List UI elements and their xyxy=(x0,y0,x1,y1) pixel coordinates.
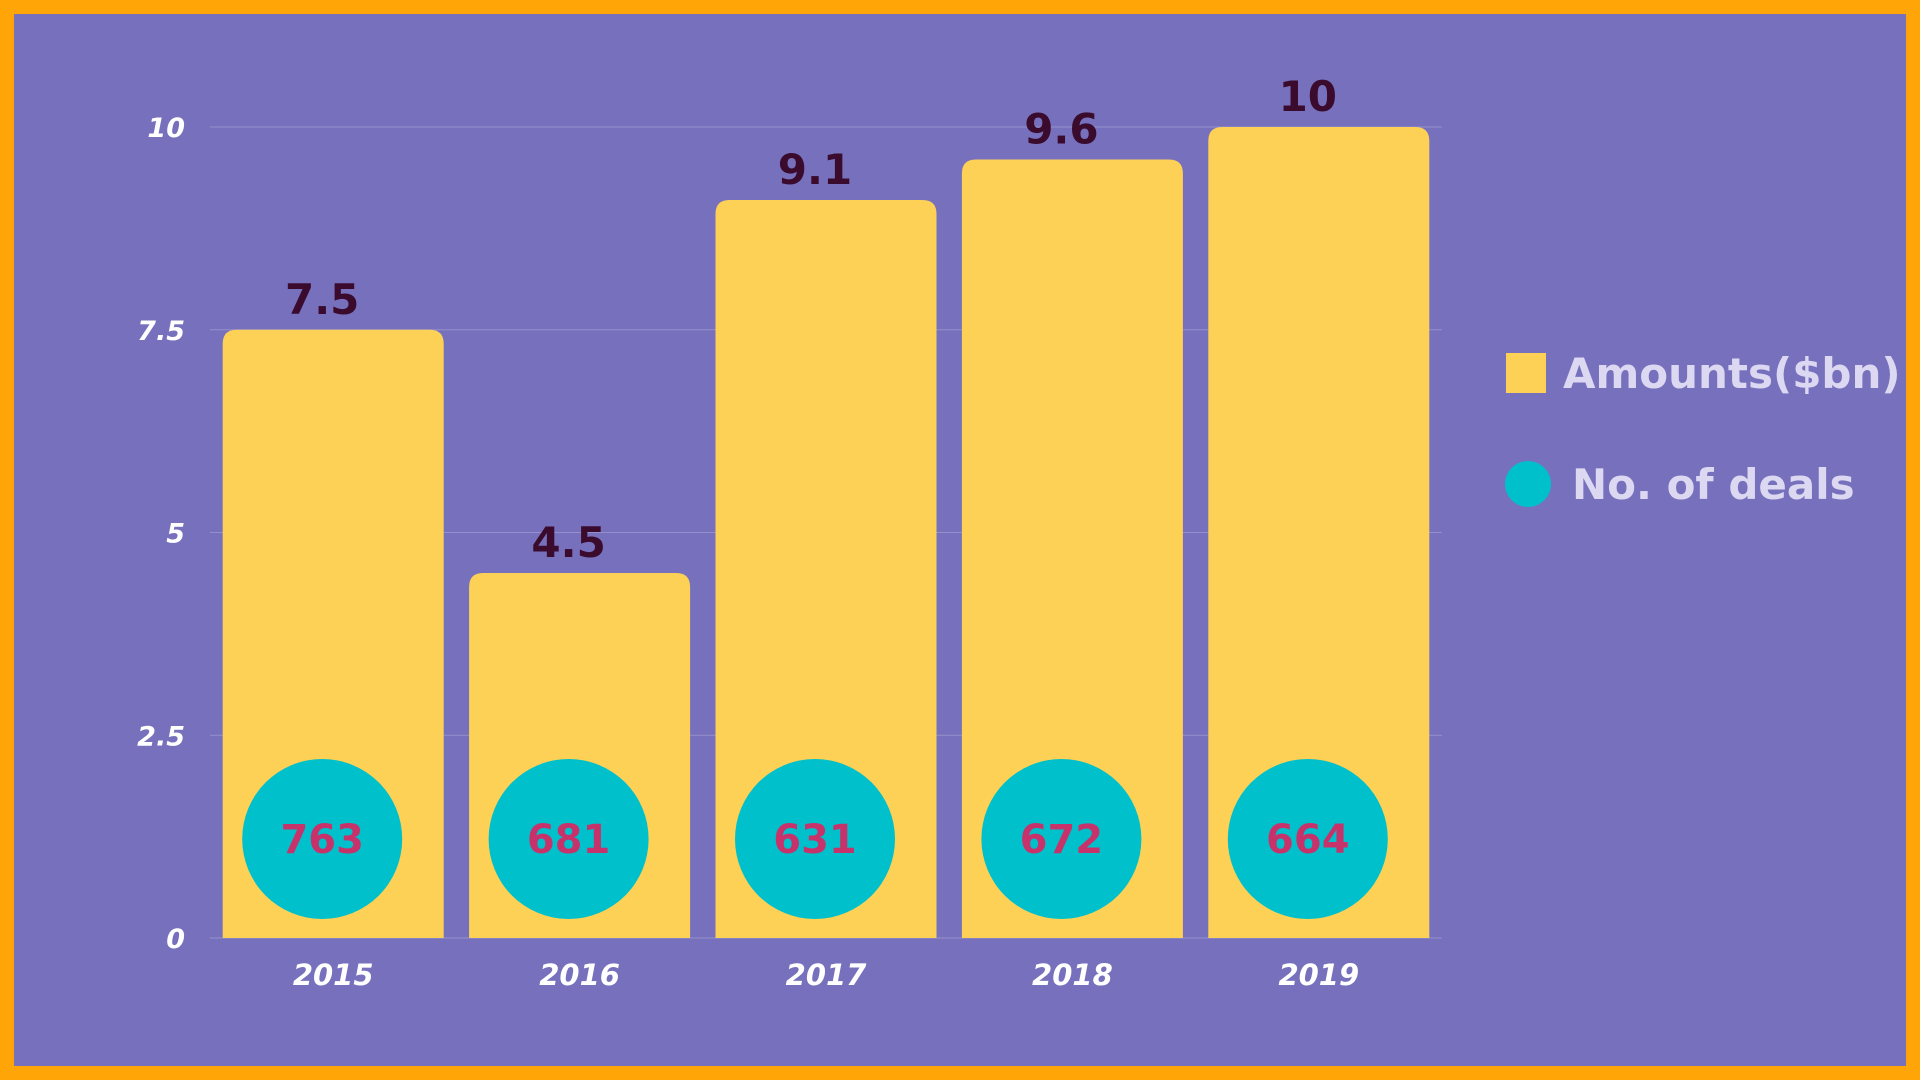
deals-circle xyxy=(242,759,403,919)
x-axis-ticks: 2015 2016 2017 2018 2019 xyxy=(293,958,1359,992)
legend-swatch-deals xyxy=(1505,461,1551,507)
deals-circle xyxy=(735,759,895,919)
deals-value-label: 664 xyxy=(1266,817,1350,863)
y-tick-label: 5 xyxy=(166,519,185,550)
deals-circle xyxy=(1227,759,1388,919)
bar xyxy=(715,199,937,939)
legend: Amounts($bn) No. of deals xyxy=(1505,349,1901,509)
legend-swatch-amounts xyxy=(1506,353,1546,393)
chart-background: 0 2.5 5 7.5 10 7.5 763 4.5 681 9.1 631 9.6 672 10 664… xyxy=(14,14,1906,1066)
x-tick-label: 2018 xyxy=(1032,958,1113,992)
bar-value-label: 9.1 xyxy=(778,145,852,194)
x-tick-label: 2017 xyxy=(786,958,868,992)
x-tick-label: 2019 xyxy=(1278,958,1359,992)
bars: 7.5 763 4.5 681 9.1 631 9.6 672 10 664 xyxy=(222,72,1430,939)
y-tick-label: 10 xyxy=(147,113,185,144)
bar-value-label: 9.6 xyxy=(1024,104,1098,153)
y-tick-label: 2.5 xyxy=(137,721,185,752)
deals-value-label: 681 xyxy=(527,817,611,863)
deals-circle xyxy=(488,759,649,919)
bar xyxy=(1208,127,1430,938)
deals-circle xyxy=(981,759,1142,919)
bar-chart: 0 2.5 5 7.5 10 7.5 763 4.5 681 9.1 631 9.6 672 10 664… xyxy=(137,72,1901,992)
deals-value-label: 763 xyxy=(280,817,364,863)
bar xyxy=(961,159,1183,938)
legend-label-deals: No. of deals xyxy=(1572,460,1855,509)
y-axis-ticks: 0 2.5 5 7.5 10 xyxy=(137,113,185,955)
y-tick-label: 0 xyxy=(166,924,185,955)
deals-value-label: 631 xyxy=(773,817,857,863)
x-tick-label: 2015 xyxy=(293,958,374,992)
bar-value-label: 7.5 xyxy=(285,275,359,324)
deals-value-label: 672 xyxy=(1020,817,1104,863)
y-tick-label: 7.5 xyxy=(137,316,185,347)
bar-value-label: 4.5 xyxy=(531,518,605,567)
bar-value-label: 10 xyxy=(1279,72,1337,121)
x-tick-label: 2016 xyxy=(539,958,620,992)
legend-label-amounts: Amounts($bn) xyxy=(1563,349,1901,398)
